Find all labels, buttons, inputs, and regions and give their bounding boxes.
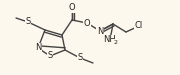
Text: S: S — [77, 53, 83, 62]
Text: S: S — [47, 52, 53, 61]
Text: O: O — [84, 19, 90, 28]
Text: S: S — [25, 17, 31, 26]
Text: Cl: Cl — [135, 22, 143, 31]
Text: N: N — [97, 26, 103, 35]
Text: N: N — [35, 44, 41, 52]
Text: O: O — [69, 4, 75, 13]
Text: NH: NH — [104, 35, 116, 44]
Text: 2: 2 — [114, 40, 118, 44]
